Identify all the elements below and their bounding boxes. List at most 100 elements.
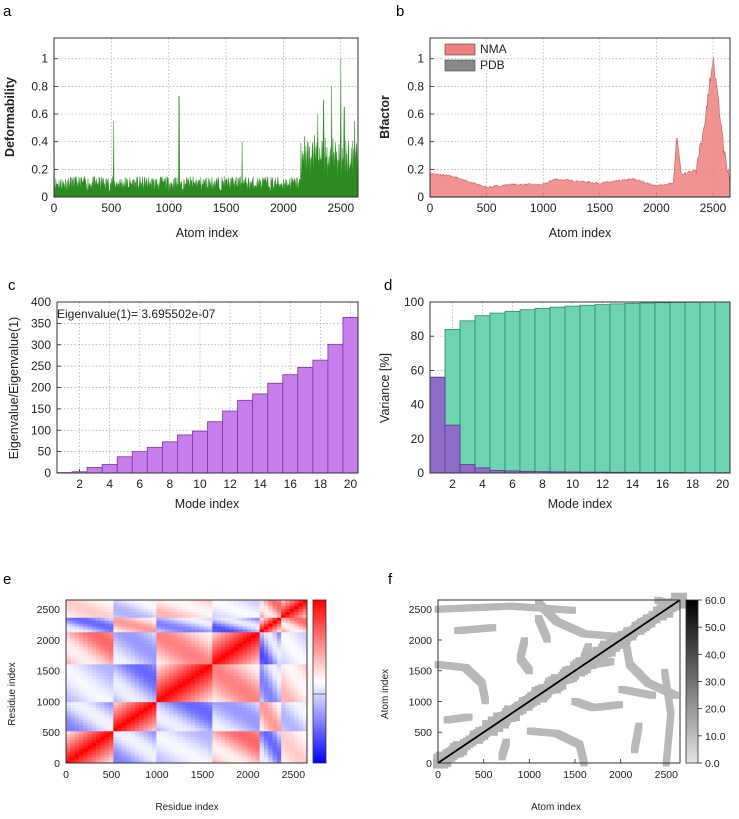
panel-e-cell — [225, 600, 230, 604]
panel-e-cell — [216, 655, 222, 659]
panel-e-cell — [259, 669, 265, 674]
panel-e-cell — [285, 681, 291, 685]
panel-e-cell — [220, 664, 226, 668]
panel-e-cell — [121, 629, 127, 633]
panel-e-cell — [160, 698, 166, 703]
panel-e-cell — [139, 649, 144, 653]
panel-e-cell — [139, 658, 144, 662]
panel-e-cell — [147, 748, 153, 752]
panel-e-cell — [117, 634, 123, 639]
panel-e-cell — [276, 666, 282, 671]
panel-e-cell — [156, 649, 161, 653]
panel-e-cell — [246, 730, 252, 735]
panel-e-cell — [272, 600, 278, 604]
panel-e-cell — [233, 725, 239, 729]
panel-e-cell — [121, 684, 127, 688]
panel-e-cell — [139, 655, 144, 659]
panel-e-cell — [255, 722, 260, 726]
panel-e-cell — [109, 614, 114, 618]
panel-e-cell — [190, 745, 196, 749]
panel-e-cell — [276, 605, 282, 610]
panel-e-cell — [246, 736, 252, 741]
panel-e-cell — [298, 690, 303, 694]
panel-e-cell — [147, 760, 153, 764]
panel-e-cell — [285, 725, 291, 729]
panel-e-cell — [285, 620, 291, 624]
panel-e-cell — [212, 716, 217, 720]
panel-e-cell — [91, 664, 97, 668]
panel-e-cell — [78, 675, 84, 679]
panel-e-cell — [220, 719, 226, 723]
panel-e-cell — [216, 652, 222, 656]
panel-e-cell — [259, 684, 265, 688]
panel-e-cell — [225, 640, 230, 644]
panel-e-cell — [66, 602, 71, 607]
panel-e-cell — [78, 634, 84, 639]
panel-e-cell — [169, 739, 174, 743]
panel-e-cell — [298, 605, 303, 610]
panel-e-cell — [199, 716, 205, 720]
panel-e-cell — [147, 632, 153, 636]
panel-e-cell — [117, 632, 123, 636]
panel-e-cell — [104, 707, 110, 711]
panel-e-cell — [242, 623, 248, 627]
panel-e-cell — [143, 707, 149, 711]
panel-e-cell — [233, 626, 239, 630]
panel-e-cell — [160, 701, 166, 706]
panel-e-cell — [70, 722, 75, 726]
panel-e-cell — [229, 600, 235, 604]
panel-e-cell — [87, 736, 93, 741]
panel-e-cell — [186, 652, 192, 656]
panel-e-cell — [212, 696, 217, 700]
panel-e-cell — [289, 661, 295, 665]
panel-e-cell — [156, 678, 161, 682]
panel-e-cell — [121, 696, 127, 700]
panel-d-cumulative-bar-mode-4 — [474, 315, 491, 474]
panel-e-cell — [156, 611, 161, 615]
panel-e-cell — [259, 710, 265, 714]
panel-e-cell — [203, 664, 209, 668]
panel-e-cell — [208, 736, 213, 741]
panel-e-cell — [298, 649, 303, 653]
panel-e-cell — [225, 672, 230, 676]
panel-e-cell — [220, 754, 226, 758]
panel-e-cell — [190, 629, 196, 633]
panel-e-cell — [238, 637, 243, 642]
panel-e-cell — [126, 701, 131, 706]
panel-e-cell — [66, 669, 71, 674]
panel-e-cell — [113, 617, 118, 621]
panel-e-cell — [225, 643, 230, 647]
panel-e-cell — [117, 733, 123, 738]
panel-e-cell — [87, 739, 93, 743]
panel-d-cumulative-bar-mode-10 — [564, 305, 581, 474]
panel-e-cell — [263, 698, 269, 703]
panel-e-cell — [74, 666, 80, 671]
panel-e-cell — [263, 696, 269, 700]
panel-e-cell — [199, 754, 205, 758]
panel-e-cell — [216, 719, 222, 723]
panel-e-cell — [255, 602, 260, 607]
panel-e-cell — [263, 649, 269, 653]
panel-e-cell — [173, 710, 179, 714]
panel-e-cell — [130, 704, 136, 708]
panel-e-cell — [177, 722, 183, 726]
panel-e-cell — [74, 658, 80, 662]
panel-e-cell — [203, 652, 209, 656]
panel-e-cell — [190, 736, 196, 741]
panel-e-cell — [126, 728, 131, 732]
panel-e-cell — [130, 600, 136, 604]
panel-d-cumulative-bar-mode-15 — [639, 302, 656, 474]
panel-e-cell — [91, 748, 97, 752]
panel-e-cell — [251, 696, 256, 700]
panel-e-cell — [173, 629, 179, 633]
panel-c-bar-mode-6 — [131, 451, 148, 474]
panel-e-cell — [78, 664, 84, 668]
panel-e-cell — [78, 696, 84, 700]
panel-e-cell — [285, 745, 291, 749]
panel-e-cell — [302, 681, 308, 685]
panel-e-cell — [130, 687, 136, 691]
panel-e-cell — [66, 637, 71, 642]
panel-e-cell — [263, 608, 269, 612]
panel-e-cell — [134, 640, 140, 644]
panel-e-cell — [182, 666, 187, 671]
